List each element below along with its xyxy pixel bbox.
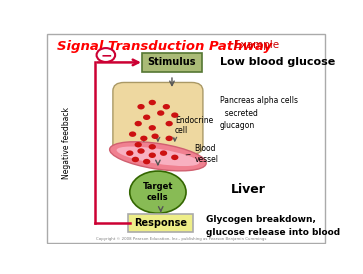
Ellipse shape (110, 142, 206, 171)
Circle shape (143, 115, 150, 120)
Circle shape (140, 136, 147, 141)
Circle shape (135, 142, 142, 147)
Text: −: − (100, 48, 112, 62)
FancyBboxPatch shape (142, 53, 201, 72)
FancyBboxPatch shape (113, 82, 203, 154)
Circle shape (151, 133, 159, 139)
Circle shape (166, 136, 173, 141)
FancyBboxPatch shape (129, 214, 193, 232)
Text: Pancreas alpha cells
  secreted
glucagon: Pancreas alpha cells secreted glucagon (220, 96, 298, 130)
Text: Blood
vessel: Blood vessel (195, 144, 219, 164)
Circle shape (157, 110, 164, 116)
Text: Liver: Liver (231, 182, 266, 196)
Circle shape (148, 144, 156, 150)
Text: Signal Transduction Pathway: Signal Transduction Pathway (57, 40, 272, 53)
Circle shape (126, 150, 134, 156)
Text: Negative feedback: Negative feedback (62, 107, 71, 179)
Circle shape (143, 159, 150, 164)
Text: Target
cells: Target cells (143, 182, 173, 202)
Circle shape (166, 121, 173, 126)
Text: Endocrine
cell: Endocrine cell (175, 116, 213, 135)
Circle shape (130, 171, 186, 213)
Circle shape (97, 48, 115, 62)
Text: Example: Example (234, 40, 279, 50)
FancyBboxPatch shape (47, 34, 325, 243)
Circle shape (129, 132, 136, 137)
Circle shape (171, 112, 179, 118)
Circle shape (148, 153, 156, 158)
Text: Stimulus: Stimulus (148, 58, 196, 67)
Circle shape (160, 150, 167, 156)
Circle shape (171, 155, 179, 160)
Text: Response: Response (134, 218, 187, 228)
Circle shape (137, 148, 145, 154)
Circle shape (148, 125, 156, 131)
Text: Glycogen breakdown,
glucose release into blood: Glycogen breakdown, glucose release into… (206, 215, 340, 237)
Circle shape (163, 104, 170, 110)
Text: Low blood glucose: Low blood glucose (220, 58, 335, 67)
Circle shape (132, 157, 139, 162)
Ellipse shape (117, 147, 199, 166)
Circle shape (148, 100, 156, 105)
Circle shape (135, 121, 142, 126)
Circle shape (137, 104, 145, 110)
Text: Copyright © 2008 Pearson Education, Inc., publishing as Pearson Benjamin Cumming: Copyright © 2008 Pearson Education, Inc.… (96, 237, 266, 241)
